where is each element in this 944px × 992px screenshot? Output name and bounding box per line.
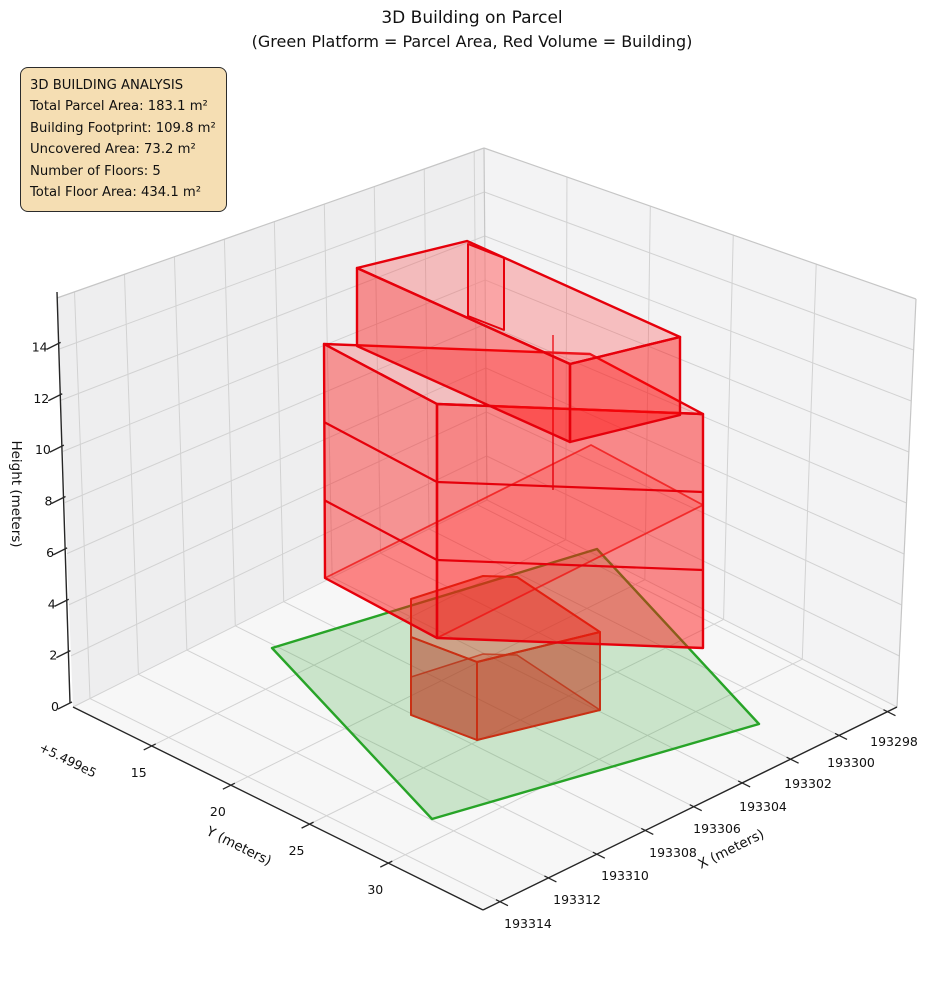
z-tick-label: 14 (32, 339, 48, 354)
y-tick (301, 821, 314, 829)
x-tick-label: 193298 (870, 734, 918, 749)
pane-edge (483, 147, 488, 501)
x-tick-label: 193302 (784, 776, 832, 791)
z-tick-label: 8 (45, 494, 53, 509)
grid-right-z (484, 235, 912, 402)
grid-floor-x (428, 528, 840, 736)
grid-right-z (484, 191, 914, 351)
x-tick-label: 193304 (739, 799, 787, 814)
x-axis-spine (482, 706, 898, 911)
chart-subtitle: (Green Platform = Parcel Area, Red Volum… (251, 32, 693, 51)
info-line-footprint: Building Footprint: 109.8 m² (30, 120, 216, 136)
grid-left-z (72, 499, 488, 708)
grid-right-z (486, 499, 898, 708)
grid-floor-x (186, 649, 598, 855)
y-axis-offset-label: +5.499e5 (37, 739, 99, 780)
grid-right-z (486, 455, 900, 657)
info-line-floor-area: Total Floor Area: 434.1 m² (30, 185, 202, 201)
grid-right-z (484, 279, 910, 453)
grid-left-z (66, 367, 487, 555)
info-line-floors: Number of Floors: 5 (30, 163, 161, 179)
z-axis-label: Height (meters) (8, 440, 24, 547)
grid-right-z (485, 367, 905, 555)
floor-line-z6-left (323, 499, 438, 561)
y-tick (143, 743, 157, 751)
info-line-uncovered: Uncovered Area: 73.2 m² (30, 142, 196, 158)
z-tick-label: 0 (51, 699, 59, 714)
pane-edge (483, 147, 917, 300)
chart-title: 3D Building on Parcel (381, 8, 563, 28)
x-tick (786, 756, 799, 764)
y-tick-label: 15 (131, 765, 147, 780)
x-tick-label: 193308 (649, 845, 697, 860)
x-tick (883, 709, 896, 717)
x-tick-label: 193312 (553, 892, 601, 907)
grid-floor-y (388, 658, 803, 864)
y-axis-spine (72, 706, 484, 911)
info-line-parcel-area: Total Parcel Area: 183.1 m² (30, 99, 208, 115)
y-axis-label: Y (meters) (203, 823, 274, 869)
z-tick-label: 6 (46, 545, 54, 560)
z-tick-label: 2 (49, 648, 57, 663)
y-tick-label: 30 (367, 882, 383, 897)
x-tick (640, 827, 654, 836)
x-tick (737, 780, 751, 788)
analysis-info-box: 3D BUILDING ANALYSIS Total Parcel Area: … (20, 67, 227, 213)
x-tick-label: 193306 (693, 821, 741, 836)
z-tick-label: 10 (35, 442, 51, 457)
x-tick-label: 193310 (601, 868, 649, 883)
z-tick (52, 547, 68, 556)
z-tick (57, 701, 73, 710)
x-tick (495, 899, 509, 907)
z-tick (47, 393, 63, 402)
z-tick-label: 4 (48, 596, 56, 611)
ground-box-top-face (410, 575, 601, 663)
building-mid-top-face (322, 342, 705, 416)
chart-title-block: 3D Building on Parcel (Green Platform = … (0, 6, 944, 53)
x-tick (592, 851, 606, 859)
grid-floor-x (89, 698, 501, 903)
y-tick-label: 25 (289, 843, 305, 858)
grid-left-z (68, 411, 487, 606)
info-box-heading: 3D BUILDING ANALYSIS (30, 78, 184, 93)
y-tick-label: 20 (210, 804, 226, 819)
z-tick (54, 598, 70, 607)
floor-line-z9-left (323, 421, 438, 483)
z-tick (49, 444, 65, 453)
top-block-right-face (568, 335, 682, 444)
grid-floor-x (138, 673, 549, 879)
grid-floor-x (477, 504, 888, 713)
top-block-notch (467, 243, 505, 331)
grid-left-z (64, 323, 486, 503)
floor-line-z9-right (436, 480, 704, 494)
x-tick-label: 193314 (504, 916, 552, 931)
z-tick (46, 341, 61, 350)
pane-right-wall (484, 148, 916, 707)
floor-line-z6-right (436, 558, 704, 572)
x-tick-label: 193300 (827, 755, 875, 770)
x-tick (689, 804, 703, 812)
grid-left-z (58, 191, 485, 350)
z-tick-label: 12 (33, 391, 49, 406)
x-tick (834, 732, 848, 741)
z-tick (56, 650, 71, 659)
pane-edge (896, 298, 917, 708)
z-tick (51, 495, 66, 505)
grid-left-z (60, 235, 485, 401)
grid-floor-x (235, 625, 646, 831)
x-tick (544, 875, 557, 883)
y-tick (379, 860, 393, 868)
pane-edge (56, 147, 485, 299)
pane-left-wall (57, 148, 487, 707)
grid-left-z (70, 455, 487, 657)
y-tick (222, 782, 236, 790)
grid-floor-y (151, 539, 566, 747)
grid-left-z (62, 279, 486, 452)
